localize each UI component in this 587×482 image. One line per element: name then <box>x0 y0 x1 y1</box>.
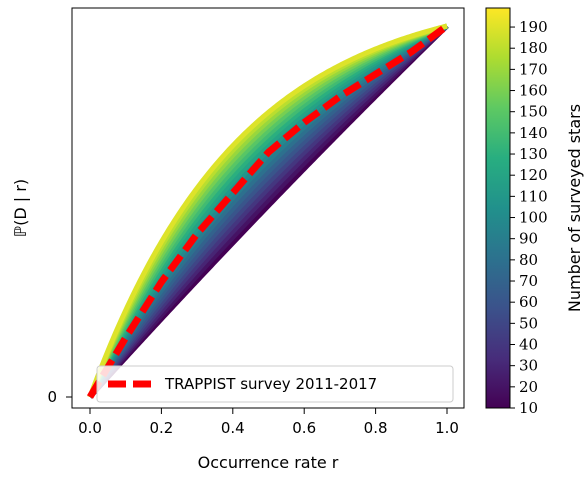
colorbar-tick-label: 10 <box>519 399 538 417</box>
colorbar-tick-label: 190 <box>519 18 548 36</box>
x-tick-label: 0.8 <box>364 419 388 437</box>
y-tick-label: 0 <box>47 388 57 406</box>
x-axis-label: Occurrence rate r <box>198 453 339 472</box>
colorbar-ticks: 10 20 30 40 50 60 70 80 90 100 110 120 130 140 150 160 1… <box>510 18 548 417</box>
legend: TRAPPIST survey 2011-2017 <box>96 365 454 403</box>
colorbar-tick-label: 120 <box>519 166 548 184</box>
colorbar-tick-label: 180 <box>519 39 548 57</box>
colorbar-tick-label: 160 <box>519 82 548 100</box>
colorbar-tick-label: 70 <box>519 272 538 290</box>
x-axis-ticks: 0.0 0.2 0.4 0.6 0.8 1.0 <box>78 408 459 437</box>
y-axis-label: ℙ(D | r) <box>11 179 30 237</box>
curve-n190 <box>87 23 448 398</box>
curve-n10 <box>88 24 449 399</box>
trappist-series <box>87 23 450 399</box>
x-tick-label: 0.6 <box>292 419 316 437</box>
colorbar-label: Number of surveyed stars <box>565 104 584 312</box>
colorbar-tick-label: 50 <box>519 314 538 332</box>
colorbar-tick-label: 100 <box>519 209 548 227</box>
y-axis-label-text: ℙ(D | r) <box>11 179 30 237</box>
x-tick-label: 0.0 <box>78 419 102 437</box>
colorbar-tick-label: 130 <box>519 145 548 163</box>
x-axis-label-text: Occurrence rate r <box>198 453 339 472</box>
colorbar-tick-label: 60 <box>519 293 538 311</box>
x-tick-label: 0.2 <box>149 419 173 437</box>
x-tick-label: 0.4 <box>221 419 245 437</box>
colorbar-tick-label: 140 <box>519 124 548 142</box>
legend-box <box>96 365 454 403</box>
colorbar-tick-label: 150 <box>519 103 548 121</box>
trappist-dashed-line <box>87 23 450 399</box>
colorbar-tick-label: 20 <box>519 378 538 396</box>
colorbar-tick-label: 80 <box>519 251 538 269</box>
colorbar-tick-label: 30 <box>519 357 538 375</box>
colorbar: 10 20 30 40 50 60 70 80 90 100 110 120 130 140 150 160 1… <box>485 7 584 417</box>
x-tick-label: 1.0 <box>435 419 459 437</box>
y-axis-ticks: 0 <box>47 388 72 406</box>
colorbar-tick-label: 170 <box>519 60 548 78</box>
plot-frame <box>71 7 465 409</box>
colorbar-tick-label: 90 <box>519 230 538 248</box>
colorbar-tick-label: 40 <box>519 336 538 354</box>
legend-label: TRAPPIST survey 2011-2017 <box>164 375 377 393</box>
colorbar-gradient <box>485 7 511 409</box>
colorbar-tick-label: 110 <box>519 187 548 205</box>
probability-curves <box>87 23 449 399</box>
